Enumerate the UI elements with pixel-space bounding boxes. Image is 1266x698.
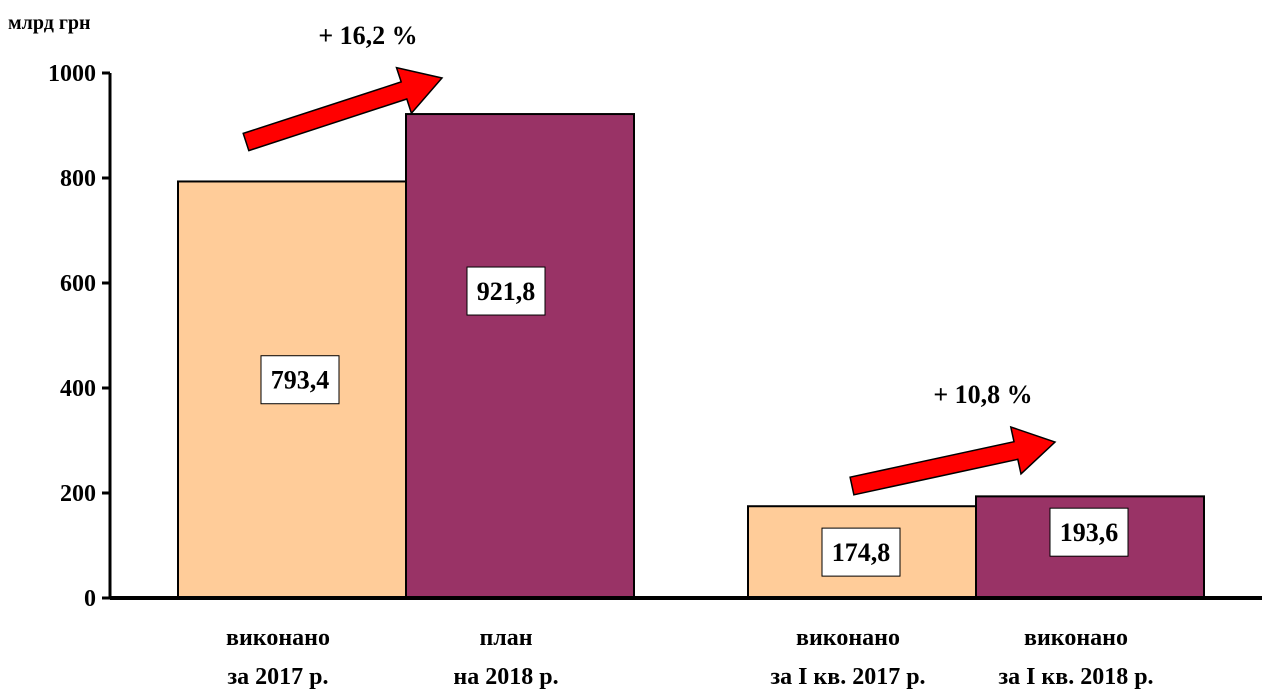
value-label: 921,8 [477, 277, 536, 306]
x-tick-label: на 2018 р. [453, 664, 558, 690]
y-tick-label: 600 [60, 271, 96, 297]
x-tick-label: за І кв. 2017 р. [770, 664, 925, 690]
growth-arrows: + 16,2 % + 10,8 % [242, 21, 1057, 496]
value-labels: 793,4 921,8 174,8 193,6 [260, 266, 1129, 577]
value-label-box [466, 266, 546, 316]
growth-annotation: + 10,8 % [933, 380, 1032, 409]
x-tick-label: план [479, 625, 532, 651]
y-tick-label: 0 [84, 586, 96, 612]
growth-arrow [242, 66, 444, 152]
x-tick-label: виконано [1024, 625, 1128, 651]
value-label: 793,4 [271, 366, 330, 395]
x-tick-label: за 2017 р. [228, 664, 329, 690]
value-label: 193,6 [1060, 518, 1119, 547]
x-tick-label: виконано [796, 625, 900, 651]
x-axis-labels: виконано за 2017 р. план на 2018 р. виконано… [226, 625, 1154, 690]
y-unit-label: млрд грн [8, 12, 91, 34]
bars [177, 113, 1205, 600]
value-label-box [1049, 507, 1129, 557]
x-tick-label: за І кв. 2018 р. [998, 664, 1153, 690]
growth-arrow [849, 425, 1057, 496]
y-tick-label: 800 [60, 166, 96, 192]
y-tick-label: 400 [60, 376, 96, 402]
value-label-box [260, 355, 340, 405]
growth-annotation: + 16,2 % [318, 21, 417, 50]
y-tick-label: 200 [60, 481, 96, 507]
x-tick-label: виконано [226, 625, 330, 651]
y-tick-label: 1000 [48, 61, 96, 87]
bar [405, 113, 635, 600]
value-label-box [821, 527, 901, 577]
value-label: 174,8 [832, 538, 891, 567]
y-axis-ticks: 0 200 400 600 800 1000 [48, 61, 110, 612]
